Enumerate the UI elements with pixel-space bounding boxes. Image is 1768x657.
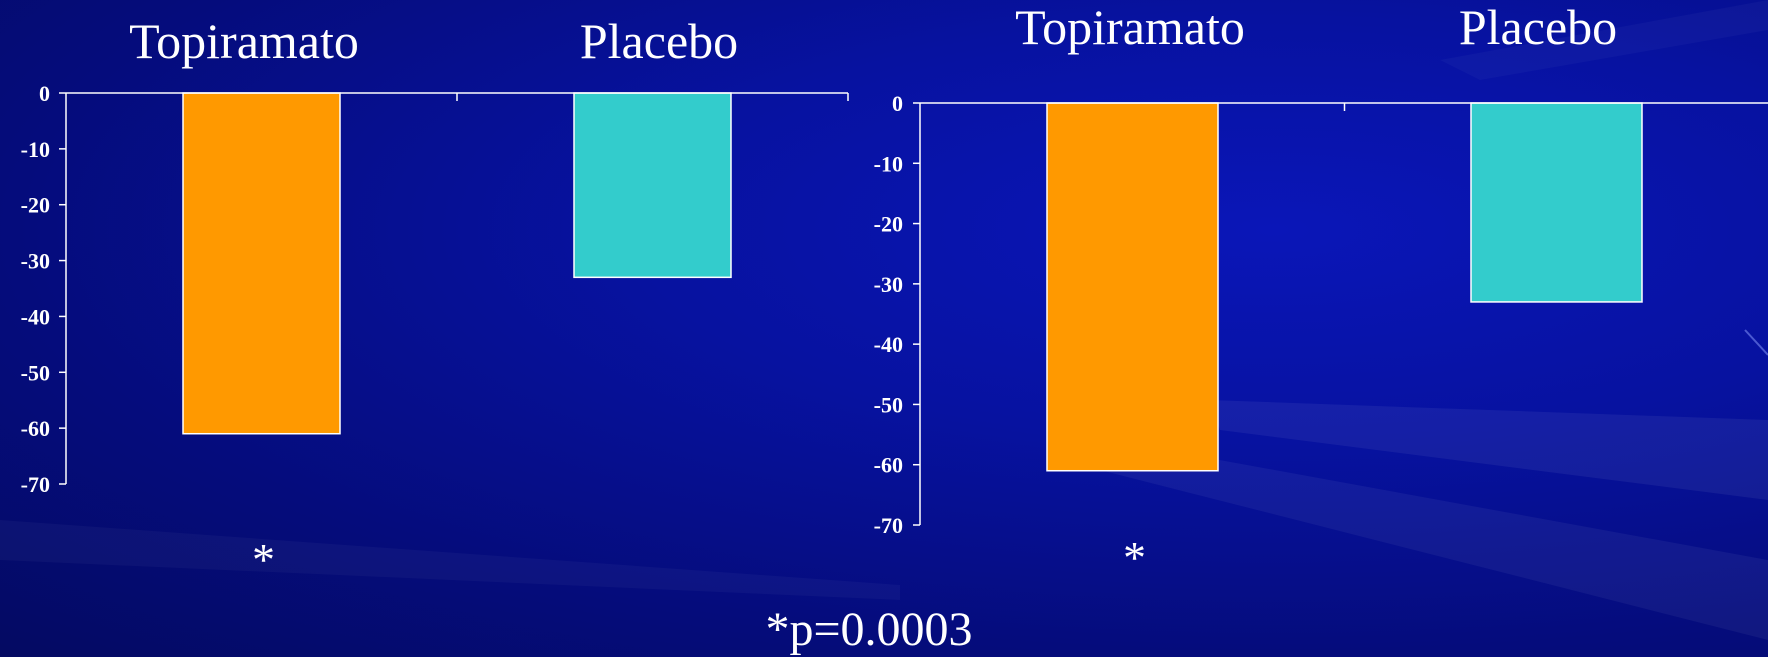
y-tick-label: -20 [874,212,903,237]
bar-placebo [573,92,732,279]
significance-footnote: *p=0.0003 [765,603,973,656]
y-tick-label: -10 [21,137,50,162]
y-tick-label: -50 [21,360,50,385]
y-tick-label: -70 [21,472,50,497]
bar-topiramato [182,92,341,435]
y-tick-label: -70 [874,513,903,538]
category-label: Placebo [580,13,738,69]
y-tick-label: 0 [39,81,50,106]
y-tick-label: 0 [892,91,903,116]
y-tick-label: -20 [21,193,50,218]
category-label: Topiramato [1015,0,1245,55]
y-tick-label: -30 [874,272,903,297]
y-tick-label: -60 [21,416,50,441]
y-tick-label: -10 [874,151,903,176]
bar-topiramato [1046,102,1219,472]
category-label: Topiramato [129,13,359,69]
bar-placebo [1470,102,1643,303]
significance-asterisk: * [252,534,275,585]
bar-chart-left: 0 -10 -20 -30 -40 -50 -60 -70 Topiramato Placebo * [21,13,849,585]
y-tick-label: -40 [21,304,50,329]
y-tick-label: -40 [874,332,903,357]
bar-chart-right: 0 -10 -20 -30 -40 -50 -60 -70 Topiramato Placebo * [874,0,1643,583]
y-tick-label: -60 [874,453,903,478]
significance-asterisk: * [1123,532,1146,583]
category-label: Placebo [1459,0,1617,55]
y-tick-label: -30 [21,249,50,274]
y-tick-label: -50 [874,392,903,417]
